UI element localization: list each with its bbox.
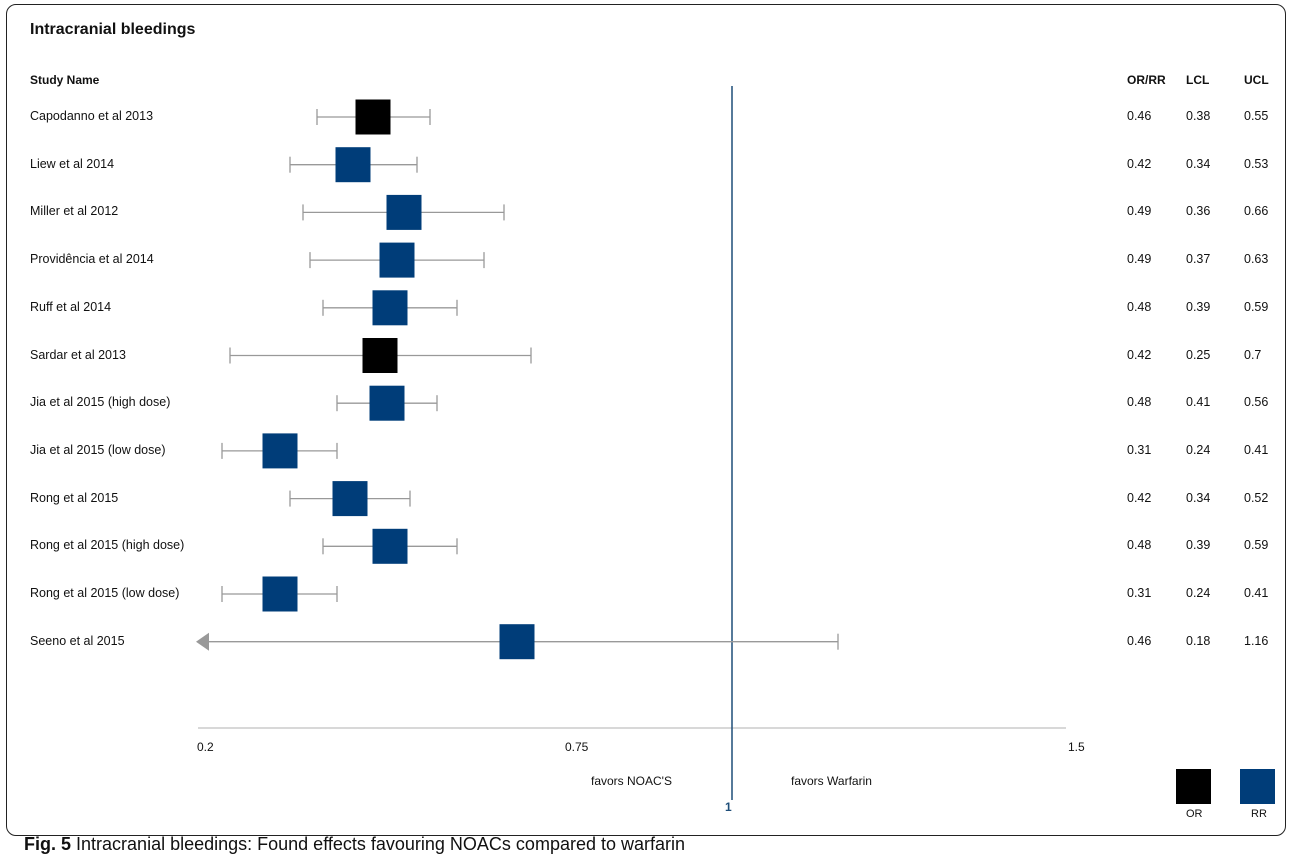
- study-mark-group: [309, 242, 485, 278]
- study-ucl-value: 0.41: [1244, 442, 1269, 457]
- point-estimate-box: [372, 290, 408, 326]
- study-mark-group: [221, 433, 338, 469]
- study-lcl-value: 0.24: [1186, 586, 1211, 600]
- study-ucl-value: 0.41: [1244, 586, 1269, 600]
- study-est-value: 0.46: [1127, 109, 1152, 123]
- point-estimate-box: [386, 194, 422, 230]
- point-estimate-box: [262, 576, 298, 612]
- favors-left-label: favors NOAC'S: [591, 774, 672, 788]
- study-mark-group: [289, 147, 418, 183]
- point-estimate-box: [499, 624, 535, 660]
- point-estimate-box: [362, 338, 398, 373]
- x-tick-label: 0.2: [197, 740, 214, 754]
- x-tick-label: 1.5: [1068, 740, 1085, 754]
- study-ucl-value: 0.59: [1244, 299, 1269, 314]
- study-lcl-value: 0.36: [1186, 204, 1211, 219]
- study-name: Capodanno et al 2013: [30, 109, 154, 123]
- study-lcl-value: 0.25: [1186, 347, 1211, 362]
- study-est-value: 0.49: [1127, 204, 1152, 219]
- chart-title: Intracranial bleedings: [30, 21, 196, 38]
- study-mark-group: [322, 528, 458, 564]
- study-name: Ruff et al 2014: [30, 299, 112, 314]
- study-est-value: 0.31: [1127, 586, 1152, 600]
- study-name: Liew et al 2014: [30, 156, 115, 171]
- point-estimate-box: [355, 99, 391, 135]
- study-est-value: 0.42: [1127, 490, 1152, 505]
- study-mark-group: [316, 99, 431, 135]
- study-name: Rong et al 2015 (high dose): [30, 538, 185, 553]
- reference-line-label: 1: [725, 800, 732, 814]
- study-ucl-value: 0.63: [1244, 252, 1269, 267]
- point-estimate-box: [335, 147, 371, 183]
- figure-frame: [6, 4, 1286, 836]
- study-lcl-value: 0.34: [1186, 156, 1211, 171]
- study-ucl-value: 0.7: [1244, 347, 1262, 362]
- study-name: Miller et al 2012: [30, 204, 119, 219]
- study-ucl-value: 0.56: [1244, 395, 1269, 410]
- legend-or-swatch: [1176, 769, 1211, 804]
- caption-label: Fig. 5: [24, 834, 72, 854]
- ci-arrow: [196, 632, 209, 651]
- study-est-value: 0.48: [1127, 395, 1152, 410]
- study-est-value: 0.42: [1127, 347, 1152, 362]
- study-lcl-value: 0.34: [1186, 490, 1211, 505]
- study-ucl-value: 0.52: [1244, 490, 1269, 505]
- study-lcl-value: 0.24: [1186, 442, 1211, 457]
- study-name: Seeno et al 2015: [30, 633, 125, 648]
- study-est-value: 0.49: [1127, 252, 1152, 267]
- study-name: Jia et al 2015 (high dose): [30, 395, 171, 410]
- study-ucl-value: 0.59: [1244, 538, 1269, 553]
- study-mark-group: [302, 194, 505, 230]
- study-ucl-value: 1.16: [1244, 633, 1269, 648]
- point-estimate-box: [379, 242, 415, 278]
- x-tick-label: 0.75: [565, 740, 589, 754]
- study-mark-group: [196, 624, 839, 660]
- or-rr-header: OR/RR: [1127, 73, 1166, 87]
- legend-rr-swatch: [1240, 769, 1275, 804]
- study-name: Rong et al 2015: [30, 490, 119, 505]
- point-estimate-box: [262, 433, 298, 469]
- study-mark-group: [221, 576, 338, 612]
- study-est-value: 0.46: [1127, 633, 1152, 648]
- study-name: Sardar et al 2013: [30, 347, 126, 362]
- study-ucl-value: 0.66: [1244, 204, 1269, 219]
- study-lcl-value: 0.37: [1186, 252, 1211, 267]
- study-ucl-value: 0.55: [1244, 109, 1269, 123]
- study-est-value: 0.48: [1127, 538, 1152, 553]
- point-estimate-box: [372, 528, 408, 564]
- study-est-value: 0.31: [1127, 442, 1152, 457]
- study-mark-group: [289, 481, 411, 517]
- ucl-header: UCL: [1244, 73, 1269, 87]
- favors-right-label: favors Warfarin: [791, 774, 872, 788]
- study-mark-group: [336, 385, 438, 421]
- point-estimate-box: [332, 481, 368, 517]
- study-name: Providência et al 2014: [30, 252, 154, 267]
- caption-text: Intracranial bleedings: Found effects fa…: [76, 834, 686, 854]
- study-name: Jia et al 2015 (low dose): [30, 442, 166, 457]
- legend-or-label: OR: [1186, 808, 1203, 820]
- study-name: Rong et al 2015 (low dose): [30, 586, 180, 600]
- study-lcl-value: 0.39: [1186, 538, 1211, 553]
- study-est-value: 0.48: [1127, 299, 1152, 314]
- study-lcl-value: 0.39: [1186, 299, 1211, 314]
- legend-rr-label: RR: [1251, 808, 1267, 820]
- study-mark-group: [229, 338, 532, 373]
- study-est-value: 0.42: [1127, 156, 1152, 171]
- figure-caption: Fig. 5 Intracranial bleedings: Found eff…: [24, 834, 685, 855]
- study-mark-group: [322, 290, 458, 326]
- lcl-header: LCL: [1186, 73, 1210, 87]
- point-estimate-box: [369, 385, 405, 421]
- study-lcl-value: 0.38: [1186, 109, 1211, 123]
- study-lcl-value: 0.41: [1186, 395, 1211, 410]
- study-ucl-value: 0.53: [1244, 156, 1269, 171]
- study-name-header: Study Name: [30, 73, 100, 87]
- study-lcl-value: 0.18: [1186, 633, 1211, 648]
